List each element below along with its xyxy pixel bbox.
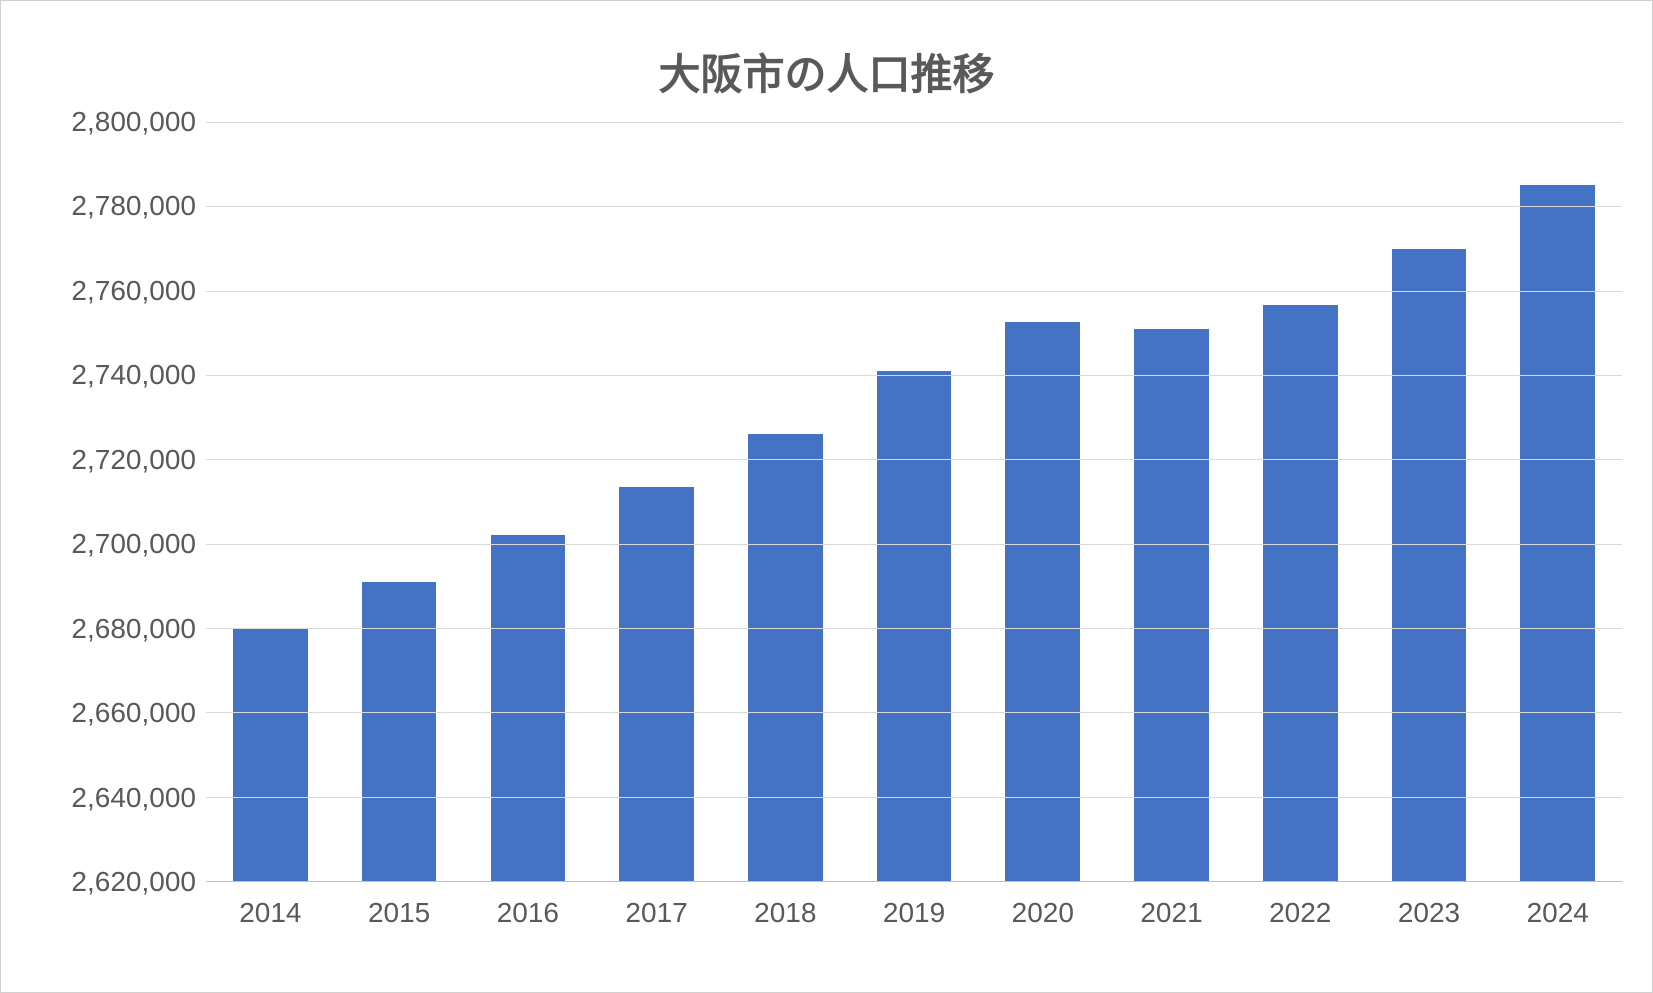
x-tick-label: 2014 [206, 897, 335, 929]
bar-slot [335, 122, 464, 881]
bar-slot [978, 122, 1107, 881]
gridline [206, 628, 1622, 629]
chart-container: 大阪市の人口推移 2,620,000 2,640,000 2,660,000 2,68… [0, 0, 1653, 993]
plot-area [206, 122, 1622, 882]
gridline [206, 291, 1622, 292]
bar-slot [1493, 122, 1622, 881]
y-tick-label: 2,700,000 [71, 528, 196, 560]
bar [748, 434, 823, 881]
x-axis: 2014201520162017201820192020202120222023… [206, 897, 1622, 929]
bar-slot [1107, 122, 1236, 881]
x-tick-label: 2016 [463, 897, 592, 929]
bar-slot [206, 122, 335, 881]
bar [877, 371, 952, 881]
y-tick-label: 2,620,000 [71, 866, 196, 898]
y-tick-label: 2,760,000 [71, 275, 196, 307]
x-tick-label: 2023 [1365, 897, 1494, 929]
y-tick-label: 2,780,000 [71, 190, 196, 222]
gridline [206, 797, 1622, 798]
x-tick-label: 2018 [721, 897, 850, 929]
y-tick-label: 2,740,000 [71, 359, 196, 391]
plot-wrapper: 2,620,0002,640,0002,660,0002,680,0002,70… [31, 122, 1622, 882]
x-tick-label: 2019 [850, 897, 979, 929]
y-tick-label: 2,640,000 [71, 782, 196, 814]
bar [233, 628, 308, 881]
bar [1263, 305, 1338, 881]
gridline [206, 459, 1622, 460]
bar-slot [463, 122, 592, 881]
gridline [206, 122, 1622, 123]
x-tick-label: 2021 [1107, 897, 1236, 929]
y-axis: 2,620,0002,640,0002,660,0002,680,0002,70… [31, 122, 206, 882]
y-tick-label: 2,800,000 [71, 106, 196, 138]
gridline [206, 375, 1622, 376]
y-tick-label: 2,680,000 [71, 613, 196, 645]
gridline [206, 206, 1622, 207]
bar [362, 582, 437, 881]
bar [1392, 249, 1467, 882]
x-tick-label: 2024 [1493, 897, 1622, 929]
y-tick-label: 2,660,000 [71, 697, 196, 729]
x-tick-label: 2015 [335, 897, 464, 929]
bar [619, 487, 694, 881]
bar-slot [1236, 122, 1365, 881]
bars-group [206, 122, 1622, 881]
bar-slot [721, 122, 850, 881]
bar-slot [1365, 122, 1494, 881]
x-tick-label: 2022 [1236, 897, 1365, 929]
x-tick-label: 2020 [978, 897, 1107, 929]
gridline [206, 544, 1622, 545]
bar-slot [850, 122, 979, 881]
bar-slot [592, 122, 721, 881]
bar [491, 535, 566, 881]
bar [1134, 329, 1209, 881]
chart-title: 大阪市の人口推移 [31, 41, 1622, 102]
gridline [206, 712, 1622, 713]
bar [1520, 185, 1595, 881]
y-tick-label: 2,720,000 [71, 444, 196, 476]
x-tick-label: 2017 [592, 897, 721, 929]
